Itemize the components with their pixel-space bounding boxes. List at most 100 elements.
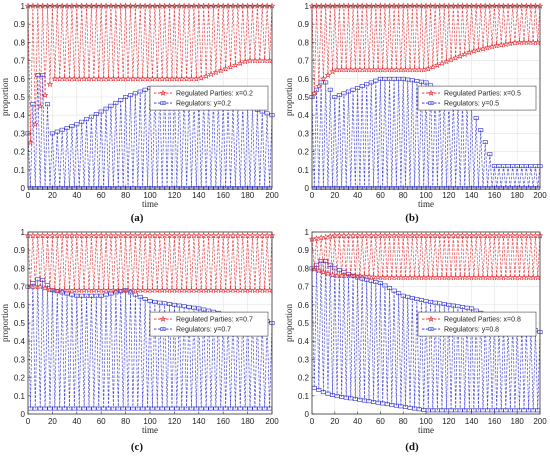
data-point xyxy=(71,406,77,411)
data-point xyxy=(129,75,137,82)
x-axis-label: time xyxy=(418,199,434,209)
data-point xyxy=(237,406,243,411)
data-point xyxy=(105,286,112,293)
y-axis-label: proportion xyxy=(0,304,10,342)
y-tick-label: 0.8 xyxy=(14,38,26,47)
data-point xyxy=(207,286,215,293)
x-tick-label: 0 xyxy=(310,417,315,426)
y-tick-label: 0.5 xyxy=(298,93,310,102)
data-point xyxy=(110,286,117,293)
legend-marker xyxy=(427,315,435,322)
data-point xyxy=(124,286,132,293)
data-point xyxy=(112,2,120,9)
data-point xyxy=(140,406,146,411)
data-point xyxy=(56,75,63,82)
data-point xyxy=(85,75,93,82)
data-point xyxy=(73,2,81,9)
data-point xyxy=(329,68,336,75)
data-point xyxy=(239,2,246,9)
x-tick-label: 20 xyxy=(48,417,57,426)
y-tick-label: 0.3 xyxy=(298,129,310,138)
x-tick-label: 140 xyxy=(465,191,479,200)
data-point xyxy=(110,406,116,411)
x-tick-label: 60 xyxy=(97,417,106,426)
data-point xyxy=(141,2,149,9)
data-point xyxy=(482,140,488,145)
data-point xyxy=(166,232,173,239)
y-tick-label: 0.6 xyxy=(298,301,310,310)
data-point xyxy=(62,406,68,411)
data-point xyxy=(252,406,258,411)
data-point xyxy=(59,290,65,295)
y-tick-label: 1 xyxy=(21,228,26,237)
data-point xyxy=(438,59,446,67)
x-tick-label: 180 xyxy=(241,191,255,200)
data-point xyxy=(317,234,325,241)
series-regulated-parties xyxy=(308,232,544,281)
y-tick-label: 0.7 xyxy=(298,57,310,66)
data-point xyxy=(488,43,496,50)
data-point xyxy=(469,306,475,311)
x-tick-label: 60 xyxy=(97,191,106,200)
data-point xyxy=(27,139,34,146)
data-point xyxy=(127,232,134,239)
data-point xyxy=(97,2,105,9)
data-point xyxy=(202,286,210,293)
data-point xyxy=(466,49,473,56)
data-point xyxy=(122,232,129,239)
data-point xyxy=(387,286,393,290)
data-point xyxy=(205,2,212,9)
data-point xyxy=(188,406,194,411)
data-point xyxy=(171,2,178,9)
x-tick-label: 40 xyxy=(72,417,81,426)
data-point xyxy=(130,406,136,411)
legend-box xyxy=(417,85,537,111)
data-point xyxy=(247,406,253,411)
data-point xyxy=(171,302,177,307)
data-point xyxy=(479,45,487,52)
data-point xyxy=(420,66,427,73)
data-point xyxy=(88,293,94,298)
y-tick-label: 0 xyxy=(21,410,26,419)
x-tick-label: 120 xyxy=(442,191,456,200)
data-point xyxy=(443,58,450,65)
data-point xyxy=(171,232,178,239)
data-point xyxy=(46,80,54,87)
data-point xyxy=(207,70,215,77)
x-tick-label: 160 xyxy=(488,191,502,200)
data-point xyxy=(262,406,268,411)
data-point xyxy=(88,2,95,9)
data-point xyxy=(132,232,139,239)
data-point xyxy=(249,2,256,9)
data-point xyxy=(101,406,107,411)
panel-caption: (b) xyxy=(405,212,419,224)
data-point xyxy=(74,122,80,127)
legend-box xyxy=(149,311,269,337)
data-point xyxy=(141,232,149,239)
y-tick-label: 0.8 xyxy=(298,38,310,47)
y-tick-label: 0.2 xyxy=(298,148,310,157)
data-point xyxy=(122,2,129,9)
data-point xyxy=(176,232,183,239)
data-point xyxy=(88,232,95,239)
data-point xyxy=(63,232,71,239)
data-point xyxy=(30,102,36,107)
data-point xyxy=(71,286,78,293)
data-point xyxy=(68,2,76,9)
data-point xyxy=(145,406,151,411)
y-tick-label: 0 xyxy=(305,410,310,419)
data-point xyxy=(244,232,251,239)
data-point xyxy=(324,270,332,277)
data-point xyxy=(98,109,104,114)
data-point xyxy=(188,286,195,293)
data-point xyxy=(91,406,97,411)
data-point xyxy=(228,406,234,411)
data-point xyxy=(195,232,203,239)
data-point xyxy=(86,406,92,411)
data-point xyxy=(85,286,93,293)
data-point xyxy=(263,2,271,9)
data-point xyxy=(241,286,249,293)
data-point xyxy=(100,286,107,293)
data-point xyxy=(36,283,44,290)
